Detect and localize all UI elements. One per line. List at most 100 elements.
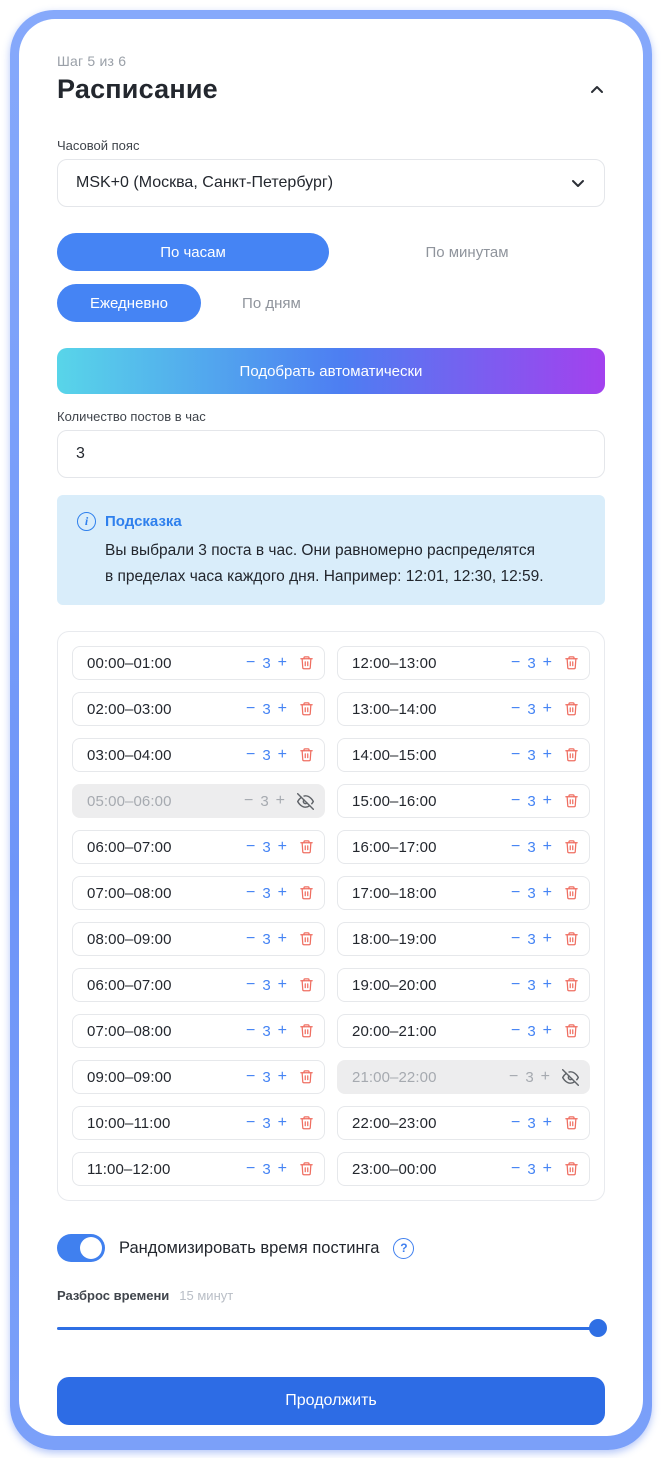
collapse-chevron-up-icon[interactable]: [589, 82, 605, 98]
timezone-label: Часовой пояс: [57, 138, 140, 153]
decrement-button[interactable]: −: [507, 1023, 524, 1039]
increment-button[interactable]: +: [274, 885, 291, 901]
delete-slot-button[interactable]: [564, 701, 579, 717]
decrement-button[interactable]: −: [242, 839, 259, 855]
time-slot-row: 14:00–15:00 − 3 +: [337, 738, 590, 772]
delete-slot-button[interactable]: [299, 931, 314, 947]
decrement-button[interactable]: −: [507, 977, 524, 993]
info-icon: i: [77, 512, 96, 531]
decrement-button[interactable]: −: [507, 1115, 524, 1131]
decrement-button[interactable]: −: [242, 655, 259, 671]
delete-slot-button[interactable]: [299, 839, 314, 855]
timezone-select[interactable]: MSK+0 (Москва, Санкт-Петербург): [57, 159, 605, 207]
increment-button[interactable]: +: [274, 701, 291, 717]
auto-select-button[interactable]: Подобрать автоматически: [57, 348, 605, 394]
decrement-button[interactable]: −: [240, 793, 257, 809]
tab-by-minutes[interactable]: По минутам: [329, 233, 605, 271]
decrement-button[interactable]: −: [507, 747, 524, 763]
delete-slot-button[interactable]: [299, 885, 314, 901]
delete-slot-button[interactable]: [564, 931, 579, 947]
increment-button[interactable]: +: [539, 793, 556, 809]
increment-button[interactable]: +: [539, 931, 556, 947]
increment-button[interactable]: +: [274, 977, 291, 993]
delete-slot-button[interactable]: [299, 701, 314, 717]
increment-button[interactable]: +: [272, 793, 289, 809]
delete-slot-button[interactable]: [564, 885, 579, 901]
increment-button[interactable]: +: [274, 1115, 291, 1131]
delete-slot-button[interactable]: [564, 655, 579, 671]
decrement-button[interactable]: −: [507, 1161, 524, 1177]
increment-button[interactable]: +: [539, 701, 556, 717]
trash-icon: [299, 1161, 314, 1177]
spread-slider[interactable]: [57, 1319, 607, 1337]
increment-button[interactable]: +: [274, 931, 291, 947]
delete-slot-button[interactable]: [299, 1161, 314, 1177]
slot-count: 3: [262, 930, 271, 948]
delete-slot-button[interactable]: [299, 1069, 314, 1085]
decrement-button[interactable]: −: [242, 931, 259, 947]
slot-count: 3: [262, 1160, 271, 1178]
time-slot-row: 07:00–08:00 − 3 +: [72, 1014, 325, 1048]
decrement-button[interactable]: −: [507, 885, 524, 901]
randomize-toggle[interactable]: [57, 1234, 105, 1262]
delete-slot-button[interactable]: [299, 1115, 314, 1131]
increment-button[interactable]: +: [539, 977, 556, 993]
delete-slot-button[interactable]: [564, 747, 579, 763]
trash-icon: [299, 977, 314, 993]
increment-button[interactable]: +: [274, 655, 291, 671]
decrement-button[interactable]: −: [242, 1161, 259, 1177]
delete-slot-button[interactable]: [299, 747, 314, 763]
delete-slot-button[interactable]: [564, 1115, 579, 1131]
delete-slot-button[interactable]: [564, 1023, 579, 1039]
delete-slot-button[interactable]: [564, 1161, 579, 1177]
delete-slot-button[interactable]: [564, 793, 579, 809]
trash-icon: [564, 839, 579, 855]
increment-button[interactable]: +: [274, 747, 291, 763]
decrement-button[interactable]: −: [242, 1069, 259, 1085]
decrement-button[interactable]: −: [242, 885, 259, 901]
increment-button[interactable]: +: [539, 885, 556, 901]
increment-button[interactable]: +: [274, 1161, 291, 1177]
slot-count: 3: [262, 1068, 271, 1086]
increment-button[interactable]: +: [539, 1023, 556, 1039]
decrement-button[interactable]: −: [505, 1069, 522, 1085]
tab-by-days[interactable]: По дням: [201, 284, 342, 322]
time-slot-row: 15:00–16:00 − 3 +: [337, 784, 590, 818]
increment-button[interactable]: +: [539, 655, 556, 671]
increment-button[interactable]: +: [537, 1069, 554, 1085]
delete-slot-button[interactable]: [299, 1023, 314, 1039]
decrement-button[interactable]: −: [507, 839, 524, 855]
slider-thumb[interactable]: [589, 1319, 607, 1337]
delete-slot-button[interactable]: [564, 839, 579, 855]
delete-slot-button[interactable]: [299, 655, 314, 671]
delete-slot-button[interactable]: [564, 977, 579, 993]
decrement-button[interactable]: −: [242, 747, 259, 763]
increment-button[interactable]: +: [274, 839, 291, 855]
tab-by-hours[interactable]: По часам: [57, 233, 329, 271]
increment-button[interactable]: +: [539, 839, 556, 855]
decrement-button[interactable]: −: [242, 977, 259, 993]
increment-button[interactable]: +: [539, 1115, 556, 1131]
decrement-button[interactable]: −: [507, 931, 524, 947]
posts-per-hour-input[interactable]: [57, 430, 605, 478]
decrement-button[interactable]: −: [507, 655, 524, 671]
increment-button[interactable]: +: [539, 747, 556, 763]
hidden-slot-button[interactable]: [562, 1069, 579, 1086]
increment-button[interactable]: +: [274, 1023, 291, 1039]
help-icon[interactable]: ?: [393, 1237, 415, 1259]
tab-daily[interactable]: Ежедневно: [57, 284, 202, 322]
decrement-button[interactable]: −: [507, 701, 524, 717]
continue-button[interactable]: Продолжить: [57, 1377, 605, 1425]
decrement-button[interactable]: −: [242, 1023, 259, 1039]
decrement-button[interactable]: −: [242, 701, 259, 717]
increment-button[interactable]: +: [539, 1161, 556, 1177]
chevron-down-icon: [570, 175, 586, 191]
hidden-slot-button[interactable]: [297, 793, 314, 810]
increment-button[interactable]: +: [274, 1069, 291, 1085]
decrement-button[interactable]: −: [507, 793, 524, 809]
hint-title: Подсказка: [105, 513, 182, 530]
step-indicator: Шаг 5 из 6: [57, 53, 127, 69]
trash-icon: [564, 931, 579, 947]
delete-slot-button[interactable]: [299, 977, 314, 993]
decrement-button[interactable]: −: [242, 1115, 259, 1131]
